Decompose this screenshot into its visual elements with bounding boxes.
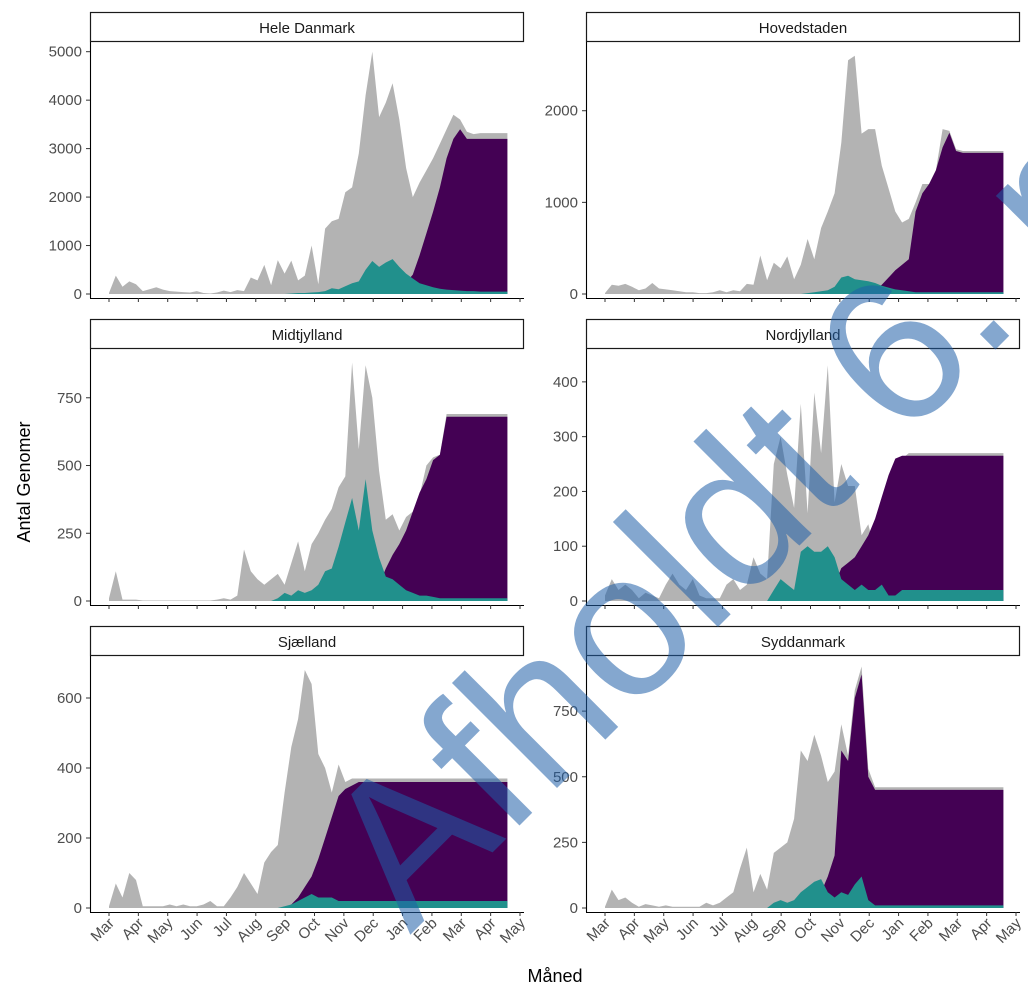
y-axis-title: Antal Genomer xyxy=(14,421,34,542)
x-tick-label: Jan xyxy=(878,915,907,944)
series-variant-teal-area xyxy=(109,894,508,908)
y-tick-label: 0 xyxy=(570,286,578,303)
x-tick-label: May xyxy=(640,914,672,946)
series-variant-teal-area xyxy=(109,259,508,294)
x-tick-label: Mar xyxy=(88,915,118,945)
x-tick-label: Jun xyxy=(177,915,206,944)
panel-midtjylland: Midtjylland 0 250 500 750 xyxy=(57,318,525,610)
series-total-area xyxy=(109,51,508,295)
series-variant-teal-area xyxy=(605,876,1004,908)
series-variant-teal-area xyxy=(605,546,1004,601)
series-variant-dark-area xyxy=(109,782,508,908)
panel-hele-danmark: Hele Danmark 0 1000 2000 3000 4000 5000 xyxy=(49,11,525,303)
strip-title: Hovedstaden xyxy=(759,20,847,37)
x-tick-label: Aug xyxy=(234,915,265,946)
x-tick-label: Nov xyxy=(322,914,353,945)
x-tick-label: May xyxy=(993,914,1025,946)
y-tick-label: 400 xyxy=(553,374,578,391)
x-tick-label: Aug xyxy=(730,915,761,946)
x-tick-label: Apr xyxy=(119,915,148,944)
y-tick-label: 3000 xyxy=(49,141,82,158)
series-variant-dark-area xyxy=(109,416,508,601)
x-tick-label: Mar xyxy=(440,915,470,945)
y-tick-label: 750 xyxy=(553,703,578,720)
y-tick-label: 4000 xyxy=(49,92,82,109)
series-variant-dark-area xyxy=(605,674,1004,908)
strip-title: Syddanmark xyxy=(761,634,846,651)
series-total-area xyxy=(605,55,1004,295)
y-tick-label: 250 xyxy=(553,834,578,851)
x-tick-label: Feb xyxy=(906,915,936,945)
strip-title: Sjælland xyxy=(278,634,336,651)
x-tick-label: Nov xyxy=(818,914,849,945)
y-tick-label: 200 xyxy=(57,830,82,847)
panels-group: Hele Danmark010002000300040005000Hovedst… xyxy=(49,11,1025,947)
strip-title: Midtjylland xyxy=(272,327,343,344)
y-tick-label: 0 xyxy=(570,900,578,917)
y-tick-label: 2000 xyxy=(545,103,578,120)
strip-box xyxy=(89,318,525,350)
y-tick-label: 0 xyxy=(74,900,82,917)
y-tick-label: 400 xyxy=(57,760,82,777)
y-tick-label: 500 xyxy=(553,769,578,786)
x-tick-label: Dec xyxy=(351,914,382,945)
strip-title: Hele Danmark xyxy=(259,20,355,37)
x-tick-label: Oct xyxy=(791,914,820,943)
series-variant-dark-area xyxy=(605,132,1004,294)
series-variant-dark-area xyxy=(109,129,508,294)
strip-box xyxy=(89,11,525,43)
y-tick-label: 100 xyxy=(553,538,578,555)
strip-box xyxy=(585,318,1021,350)
y-tick-label: 0 xyxy=(570,593,578,610)
x-tick-label: Dec xyxy=(847,914,878,945)
y-tick-label: 600 xyxy=(57,690,82,707)
y-tick-label: 0 xyxy=(74,593,82,610)
strip-box xyxy=(585,11,1021,43)
x-tick-label: Sep xyxy=(263,915,294,946)
x-tick-label: Mar xyxy=(936,915,966,945)
x-tick-label: Apr xyxy=(615,915,644,944)
y-tick-label: 250 xyxy=(57,525,82,542)
x-tick-label: Apr xyxy=(967,915,996,944)
y-tick-label: 1000 xyxy=(545,194,578,211)
series-variant-dark-area xyxy=(605,455,1004,601)
y-tick-label: 0 xyxy=(74,286,82,303)
x-tick-label: May xyxy=(497,914,529,946)
strip-box xyxy=(585,625,1021,657)
strip-box xyxy=(89,625,525,657)
panel-hovedstaden: Hovedstaden 0 1000 2000 xyxy=(545,11,1021,303)
panel-nordjylland: Nordjylland 0 100 200 300 400 xyxy=(553,318,1021,610)
x-tick-label: Jul xyxy=(210,915,236,941)
y-tick-label: 5000 xyxy=(49,44,82,61)
y-tick-label: 2000 xyxy=(49,189,82,206)
x-axis-title: Måned xyxy=(527,966,582,986)
y-tick-label: 500 xyxy=(57,458,82,475)
x-tick-label: Mar xyxy=(584,915,614,945)
x-tick-label: Jul xyxy=(706,915,732,941)
y-tick-label: 1000 xyxy=(49,238,82,255)
x-tick-label: May xyxy=(144,914,176,946)
x-tick-label: Feb xyxy=(410,915,440,945)
strip-title: Nordjylland xyxy=(765,327,840,344)
x-tick-label: Apr xyxy=(471,915,500,944)
y-tick-label: 200 xyxy=(553,483,578,500)
x-tick-label: Jan xyxy=(382,915,411,944)
x-tick-label: Sep xyxy=(759,915,790,946)
y-tick-label: 300 xyxy=(553,429,578,446)
x-tick-label: Oct xyxy=(295,914,324,943)
x-tick-label: Jun xyxy=(673,915,702,944)
y-tick-label: 750 xyxy=(57,390,82,407)
